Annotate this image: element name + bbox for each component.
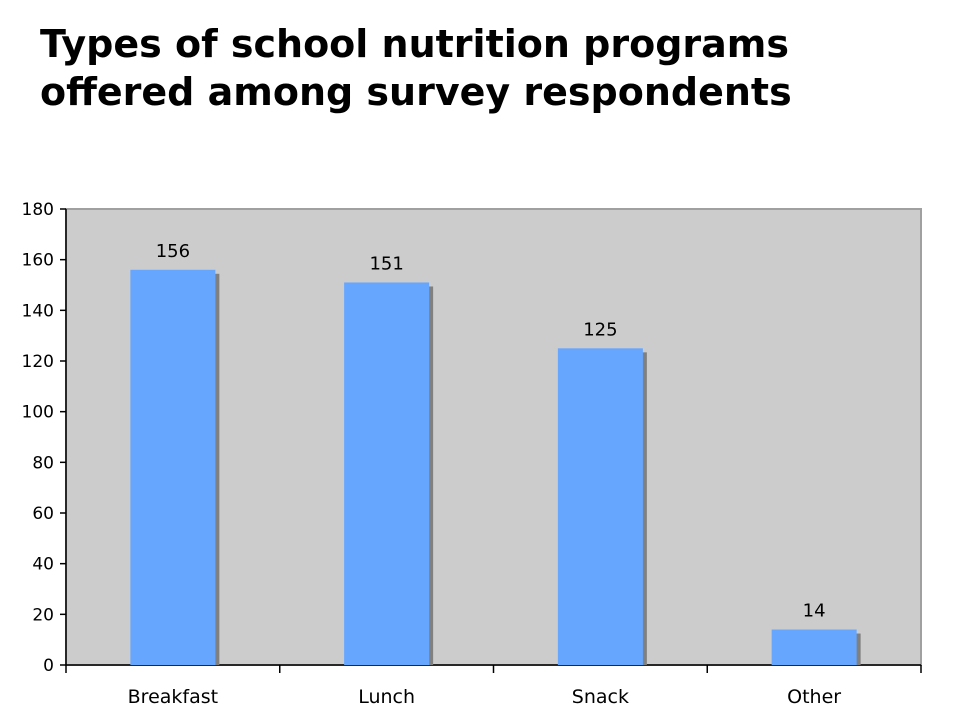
bar-value-label: 156 bbox=[156, 241, 190, 262]
y-tick-label: 120 bbox=[22, 352, 54, 372]
y-tick-label: 60 bbox=[32, 504, 54, 524]
bar-value-label: 14 bbox=[803, 601, 826, 622]
bar-value-label: 125 bbox=[583, 319, 617, 340]
bar bbox=[344, 282, 430, 665]
x-category-label: Snack bbox=[572, 686, 629, 708]
bar bbox=[130, 269, 216, 665]
x-category-label: Lunch bbox=[358, 686, 415, 708]
y-tick-label: 0 bbox=[43, 656, 54, 676]
x-axis: Breakfast Lunch Snack Other bbox=[65, 664, 922, 708]
chart-title-line-2: offered among survey respondents bbox=[40, 70, 792, 114]
y-tick-label: 20 bbox=[32, 605, 54, 625]
y-axis: 0 20 40 60 80 100 120 140 160 180 bbox=[22, 200, 67, 676]
y-tick-label: 140 bbox=[22, 301, 54, 321]
y-tick-label: 100 bbox=[22, 403, 54, 423]
x-category-label: Other bbox=[787, 686, 841, 708]
chart-title: Types of school nutrition programs offer… bbox=[40, 20, 940, 116]
data-labels: 156 151 125 14 bbox=[156, 241, 826, 622]
y-tick-label: 80 bbox=[32, 453, 54, 473]
bar bbox=[771, 629, 857, 665]
bar-value-label: 151 bbox=[369, 253, 403, 274]
y-tick-label: 180 bbox=[22, 200, 54, 220]
bar bbox=[557, 348, 643, 665]
chart-title-line-1: Types of school nutrition programs bbox=[40, 22, 789, 66]
bars bbox=[130, 269, 861, 665]
x-category-label: Breakfast bbox=[128, 686, 218, 708]
y-tick-label: 40 bbox=[32, 555, 54, 575]
y-tick-label: 160 bbox=[22, 251, 54, 271]
